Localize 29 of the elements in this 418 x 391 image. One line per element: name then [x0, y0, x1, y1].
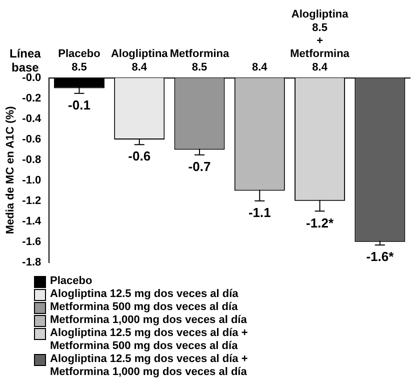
x-tick-label: Alogliptina 8.5 + Metformina 8.4	[290, 8, 350, 74]
x-tick-label: Metformina 8.5	[170, 48, 230, 74]
y-tick-label: -0.8	[22, 154, 42, 166]
y-tick-label: -0.2	[22, 92, 42, 105]
data-label: -1.6*	[366, 249, 395, 264]
y-tick-label: -1.6	[22, 236, 42, 248]
x-tick-label: Placebo 8.5	[58, 48, 101, 74]
legend-label: Alogliptina 12.5 mg dos veces al día + Metformina 500 mg dos veces al día	[50, 327, 249, 353]
legend-label: Alogliptina 12.5 mg dos veces al día	[50, 288, 238, 301]
data-label: -1.2*	[306, 215, 334, 230]
x-tick-label: 8.4	[252, 61, 268, 74]
y-tick-label: -1.2	[22, 194, 42, 207]
legend-label: Metformina 1,000 mg dos veces al día	[50, 314, 247, 327]
legend-label: Placebo	[50, 275, 92, 288]
y-tick-label: -0.0	[22, 72, 42, 84]
data-label: -0.1	[68, 97, 90, 112]
y-tick-label: -1.8	[22, 256, 42, 268]
legend-label: Metformina 500 mg dos veces al día	[50, 301, 238, 314]
text: Línea base	[9, 46, 42, 74]
data-label: -1.1	[248, 205, 271, 220]
y-tick-label: -1.0	[22, 174, 42, 186]
y-tick-label: -0.4	[22, 113, 42, 126]
data-label: -0.6	[128, 148, 151, 164]
y-tick-label: -0.6	[22, 134, 42, 146]
legend-label: Alogliptina 12.5 mg dos veces al día + Metformina 1,000 mg dos veces al día	[50, 353, 249, 379]
x-tick-label: Alogliptina 8.4	[110, 48, 169, 74]
data-label: -0.7	[188, 158, 211, 174]
y-tick-label: -1.4	[22, 215, 42, 228]
y-axis-title: Media de MC en A1C (%)	[4, 106, 17, 234]
